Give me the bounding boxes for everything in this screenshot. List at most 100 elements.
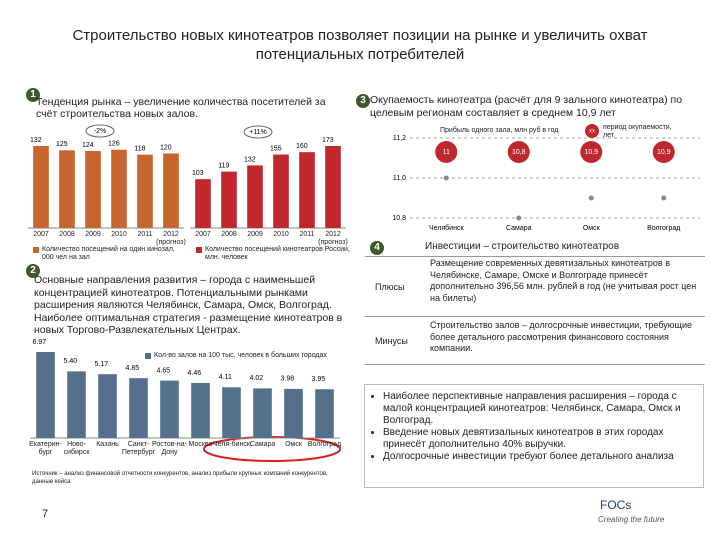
divider — [365, 256, 705, 257]
row-text: Строительство залов – долгосрочные инвес… — [430, 320, 692, 353]
tagline: Creating the future — [598, 515, 665, 524]
bar — [111, 149, 127, 228]
badge: 4 — [370, 241, 384, 255]
value-label: 11 — [443, 149, 450, 156]
bar — [129, 378, 148, 438]
bar — [59, 150, 75, 228]
x-tick-label: Омск — [583, 225, 601, 232]
badge: 1 — [26, 88, 40, 102]
value-label: 3.95 — [311, 376, 325, 383]
badge: 3 — [356, 94, 370, 108]
legend-label: Количество посещений на один кинозал, 00… — [42, 246, 175, 261]
value-label: 155 — [270, 145, 282, 152]
bullet: Долгосрочные инвестиции требуют более де… — [383, 451, 697, 463]
value-label: 103 — [192, 170, 204, 177]
annotation-bubble — [85, 124, 115, 138]
data-point — [588, 195, 594, 201]
category-label: Челя-бинск — [213, 441, 250, 448]
value-label: 173 — [322, 137, 334, 144]
y-tick-label: 11,2 — [393, 135, 406, 142]
divider — [365, 316, 705, 317]
category-label: Москва — [188, 441, 213, 448]
category-label: 2012 (прогноз) — [156, 231, 186, 246]
section-text: Окупаемость кинотеатра (расчёт для 9 зал… — [370, 94, 683, 119]
legend-marker-text: период окупаемости, лет — [603, 124, 672, 139]
category-label: 2008 — [59, 231, 75, 238]
value-label: 126 — [108, 141, 120, 148]
legend-swatch — [196, 247, 202, 253]
value-label: 10,8 — [512, 149, 526, 156]
category-label: 2009 — [85, 231, 101, 238]
bar — [85, 150, 101, 228]
legend-label: Количество посещений кинотеатров России,… — [205, 246, 350, 261]
bar — [195, 179, 211, 228]
bar — [247, 165, 263, 228]
x-tick-label: Волгоград — [647, 225, 680, 232]
annotation: +11% — [249, 129, 267, 136]
category-label: Самара — [249, 441, 276, 448]
bar — [33, 146, 49, 228]
value-label: 160 — [296, 143, 308, 150]
category-label: Омск — [285, 441, 302, 448]
value-label: 119 — [218, 162, 229, 169]
value-label: 4.11 — [219, 374, 232, 381]
legend-marker — [585, 124, 599, 138]
value-label: 10,9 — [657, 149, 671, 156]
x-tick-label: Челябинск — [429, 224, 464, 232]
category-label: Ново-сибирск — [63, 441, 90, 456]
bar — [191, 382, 210, 438]
highlight-ellipse — [203, 436, 341, 462]
divider — [365, 364, 705, 365]
bar — [284, 388, 303, 438]
annotation: -2% — [94, 128, 106, 135]
page-number: 7 — [42, 508, 49, 520]
data-point — [516, 215, 522, 221]
x-tick-label: Самара — [506, 225, 532, 232]
label-bubble — [652, 141, 675, 163]
value-label: 10,9 — [584, 149, 598, 156]
value-label: 124 — [82, 142, 94, 149]
legend-swatch — [33, 247, 39, 253]
bullet: Наиболее перспективные направления расши… — [383, 391, 697, 427]
category-label: Ростов-на-Дону — [152, 441, 187, 456]
value-label: 4.65 — [156, 367, 170, 374]
category-label: 2007 — [195, 231, 211, 238]
category-label: 2012 (прогноз) — [318, 231, 348, 246]
value-label: 118 — [134, 146, 145, 153]
value-label: 6.97 — [32, 339, 46, 346]
bar — [253, 388, 272, 438]
bar — [163, 153, 179, 228]
row-text: Размещение современных девятизальных кин… — [430, 258, 697, 303]
legend-label: Прибыль одного зала, млн руб в год — [440, 127, 559, 134]
bullet-list: Наиболее перспективные направления расши… — [369, 391, 697, 463]
label-bubble — [435, 141, 458, 163]
badge: 2 — [26, 264, 40, 278]
bar — [221, 171, 237, 228]
legend-marker-label: хх — [589, 129, 595, 135]
category-label: 2010 — [273, 231, 289, 238]
value-label: 4.02 — [249, 375, 263, 382]
bar — [325, 146, 341, 228]
value-label: 4.85 — [125, 365, 139, 372]
bullet: Введение новых девятизальных кинотеатров… — [383, 427, 697, 451]
value-label: 5.40 — [63, 358, 77, 365]
value-label: 125 — [56, 141, 68, 148]
category-label: 2009 — [247, 231, 263, 238]
category-label: Казань — [96, 441, 119, 448]
category-label: Волгоград — [307, 441, 342, 448]
section-text: Тенденция рынка – увеличение количества … — [36, 96, 326, 120]
category-label: Екатерин-бург — [29, 441, 62, 456]
bar — [160, 380, 179, 438]
bar — [98, 374, 117, 438]
section-text: Основные направления развития – города с… — [34, 274, 343, 336]
y-tick-label: 11,0 — [393, 175, 406, 182]
legend-swatch — [145, 353, 151, 359]
value-label: 132 — [30, 137, 42, 144]
logo: FOCs — [600, 498, 632, 512]
legend-label: Кол-во залов на 100 тыс. человек в больш… — [154, 352, 327, 359]
bar — [222, 387, 241, 438]
bar — [299, 152, 315, 228]
section-heading: Инвестиции – строительство кинотеатров — [425, 241, 620, 252]
